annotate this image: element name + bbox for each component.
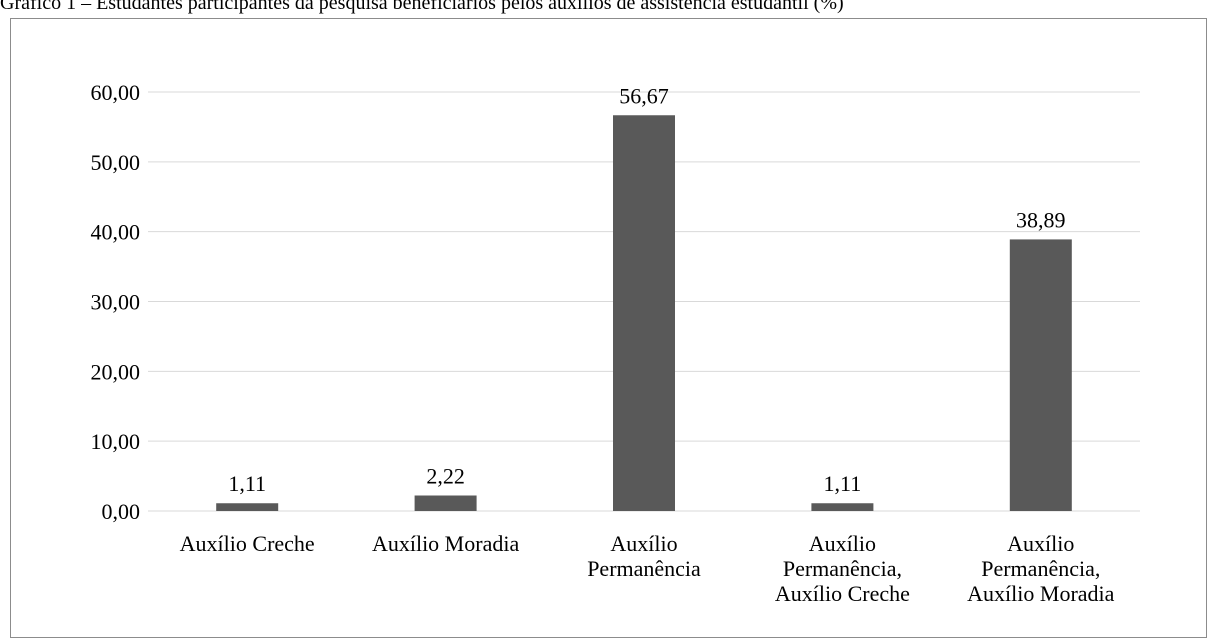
x-category-label: Auxílio Permanência, Auxílio Creche [775, 531, 910, 606]
bar [811, 503, 874, 511]
y-tick-label: 30,00 [91, 290, 141, 315]
x-category-label-line: Auxílio Moradia [967, 581, 1114, 606]
bar [1009, 239, 1072, 512]
bar [414, 495, 477, 511]
data-label: 38,89 [1016, 207, 1066, 232]
x-category-label-line: Auxílio [809, 531, 876, 556]
x-category-label: Auxílio Permanência, Auxílio Moradia [967, 531, 1114, 606]
y-tick-label: 10,00 [91, 429, 141, 454]
y-tick-label: 20,00 [91, 359, 141, 384]
bar-chart: 0,00 10,00 20,00 30,00 40,00 50,00 60,00 1,11 Au… [91, 80, 1140, 606]
data-label: 56,67 [619, 83, 669, 108]
x-category-label: Auxílio Moradia [372, 531, 519, 556]
x-category-label-line: Permanência, [783, 556, 902, 581]
x-category-label-line: Auxílio Creche [775, 581, 910, 606]
bar [613, 115, 675, 511]
data-label: 1,11 [824, 471, 862, 496]
bar [216, 503, 279, 511]
x-category-label-line: Permanência [587, 556, 701, 581]
data-label: 1,11 [228, 471, 266, 496]
x-category-label-line: Permanência, [981, 556, 1100, 581]
x-category-label-line: Auxílio Creche [180, 531, 315, 556]
y-tick-label: 60,00 [91, 80, 141, 105]
x-category-label-line: Auxílio Moradia [372, 531, 519, 556]
y-tick-label: 40,00 [91, 220, 141, 245]
chart-title: Gráfico 1 – Estudantes participantes da … [0, 0, 844, 14]
x-category-label-line: Auxílio [610, 531, 677, 556]
x-category-label: Auxílio Permanência [587, 531, 701, 581]
y-tick-label: 50,00 [91, 150, 141, 175]
data-label: 2,22 [426, 463, 465, 488]
x-category-label-line: Auxílio [1007, 531, 1074, 556]
y-tick-label: 0,00 [102, 499, 141, 524]
x-category-label: Auxílio Creche [180, 531, 315, 556]
